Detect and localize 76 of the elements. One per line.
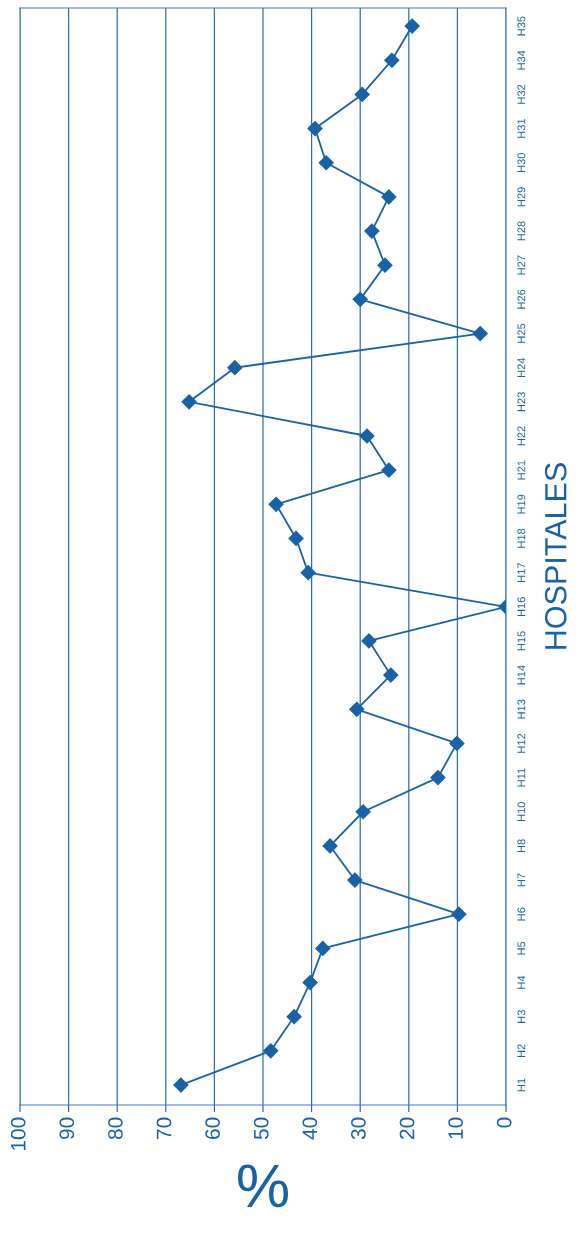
point xyxy=(315,940,331,956)
y-tick-label: H2 xyxy=(517,1044,526,1058)
y-tick-label: H18 xyxy=(517,528,526,548)
x-tick-label: 70 xyxy=(156,1117,172,1139)
y-axis-title: HOSPITALES xyxy=(544,463,567,649)
x-tick-label: 10 xyxy=(448,1117,463,1139)
point xyxy=(430,770,446,786)
point xyxy=(381,462,397,478)
point xyxy=(300,565,316,581)
y-tick-label: H21 xyxy=(517,460,526,480)
y-tick-label: H26 xyxy=(517,289,526,309)
point xyxy=(227,360,243,376)
point xyxy=(381,189,397,205)
point xyxy=(355,804,371,820)
y-tick-label: H29 xyxy=(517,187,526,207)
point xyxy=(347,872,363,888)
x-tick-label: 40 xyxy=(302,1117,318,1140)
y-tick-label: H24 xyxy=(517,357,526,377)
point xyxy=(302,974,318,991)
point xyxy=(288,530,304,547)
y-tick-label: H32 xyxy=(517,84,526,104)
x-tick-label: 50 xyxy=(253,1117,269,1140)
point xyxy=(377,257,393,273)
point xyxy=(322,838,338,854)
y-tick-label: H30 xyxy=(517,152,526,173)
point xyxy=(352,291,368,307)
point xyxy=(451,906,467,922)
point xyxy=(349,701,365,717)
x-tick-label: 60 xyxy=(205,1117,220,1139)
point xyxy=(472,325,488,342)
y-tick-label: H16 xyxy=(517,597,526,617)
point xyxy=(286,1009,302,1025)
y-tick-label: H22 xyxy=(517,426,526,446)
point xyxy=(354,86,370,102)
point xyxy=(404,18,420,34)
y-tick-label: H17 xyxy=(517,563,526,582)
y-tick-label: H4 xyxy=(517,975,526,989)
y-tick-label: H31 xyxy=(517,118,526,138)
x-tick-label: 0 xyxy=(496,1117,512,1128)
y-tick-label: H34 xyxy=(517,50,526,70)
y-tick-label: H1 xyxy=(517,1078,526,1092)
x-tick-label: 90 xyxy=(59,1117,75,1139)
point xyxy=(449,735,465,752)
y-tick-label: H6 xyxy=(517,907,526,921)
point xyxy=(384,52,400,68)
point xyxy=(359,428,375,444)
point xyxy=(181,394,197,410)
y-tick-label: H5 xyxy=(517,941,526,955)
y-tick-label: H8 xyxy=(517,839,526,853)
x-tick-label: 80 xyxy=(108,1117,123,1140)
y-tick-label: H23 xyxy=(517,392,526,412)
point xyxy=(307,121,323,137)
y-tick-label: H3 xyxy=(517,1010,526,1023)
y-tick-label: H28 xyxy=(517,221,526,241)
x-tick-label: 20 xyxy=(399,1117,415,1139)
y-tick-label: H11 xyxy=(517,768,526,787)
y-tick-label: H10 xyxy=(517,801,526,822)
point xyxy=(361,633,377,649)
point xyxy=(263,1043,279,1059)
y-tick-label: H35 xyxy=(517,16,526,36)
y-tick-label: H15 xyxy=(517,631,526,651)
point xyxy=(173,1077,189,1093)
y-tick-label: H14 xyxy=(517,665,526,685)
y-tick-label: H27 xyxy=(517,255,526,275)
x-axis-title: % xyxy=(238,1164,288,1208)
point xyxy=(364,223,380,239)
y-tick-label: H25 xyxy=(517,323,526,343)
x-tick-label: 30 xyxy=(351,1117,366,1140)
y-tick-label: H12 xyxy=(517,733,526,753)
y-tick-label: H19 xyxy=(517,494,526,514)
x-tick-label: 100 xyxy=(10,1117,26,1150)
point xyxy=(318,155,334,171)
y-tick-label: H7 xyxy=(517,873,526,887)
point xyxy=(383,667,399,683)
y-tick-label: H13 xyxy=(517,699,526,719)
point xyxy=(268,496,284,512)
